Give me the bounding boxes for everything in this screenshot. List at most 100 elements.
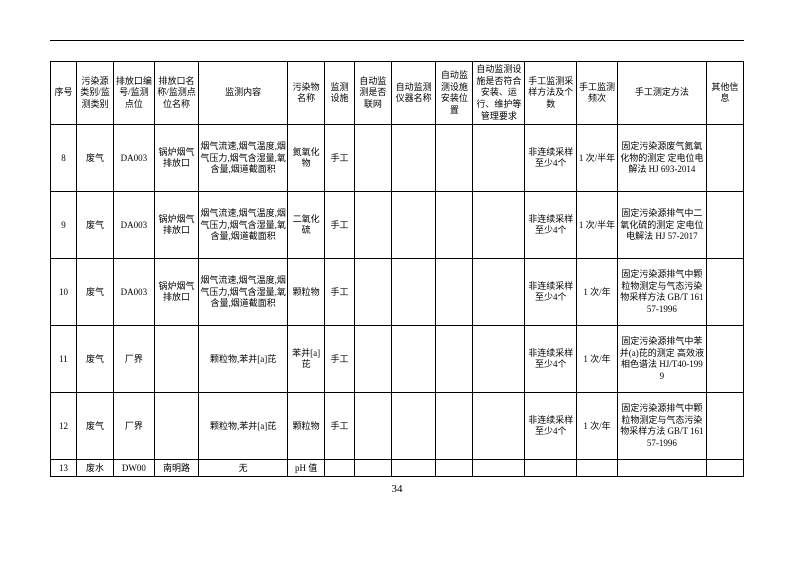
- cell: [354, 125, 391, 192]
- cell: [706, 259, 743, 326]
- cell: DA003: [113, 192, 154, 259]
- cell: [473, 460, 525, 477]
- cell: 固定污染源排气中二氧化硫的测定 定电位电解法 HJ 57-2017: [617, 192, 706, 259]
- cell: 手工: [325, 259, 355, 326]
- cell: 烟气流速,烟气温度,烟气压力,烟气含湿量,氧含量,烟道截面积: [199, 192, 288, 259]
- cell: [354, 192, 391, 259]
- cell: 颗粒物,苯并[a]芘: [199, 393, 288, 460]
- cell: 1 次/半年: [577, 192, 618, 259]
- cell: 10: [51, 259, 77, 326]
- cell: [436, 125, 473, 192]
- col-header: 自动监测仪器名称: [391, 62, 435, 125]
- table-row: 11废气厂界颗粒物,苯并[a]芘苯并[a]芘手工 非连续采样 至少4个1 次/年固…: [51, 326, 744, 393]
- cell: [391, 192, 435, 259]
- cell: 废气: [76, 326, 113, 393]
- cell: DW00: [113, 460, 154, 477]
- col-header: 污染物名称: [288, 62, 325, 125]
- col-header: 自动监测设施安装位置: [436, 62, 473, 125]
- cell: 固定污染源排气中苯并(a)芘的测定 高效液相色谱法 HJ/T40-1999: [617, 326, 706, 393]
- cell: [436, 192, 473, 259]
- cell: [706, 125, 743, 192]
- cell: 8: [51, 125, 77, 192]
- cell: [706, 326, 743, 393]
- table-row: 13废水DW00南明路无pH 值: [51, 460, 744, 477]
- cell: [436, 393, 473, 460]
- cell: 废水: [76, 460, 113, 477]
- cell: 非连续采样 至少4个: [525, 393, 577, 460]
- cell: 颗粒物,苯并[a]芘: [199, 326, 288, 393]
- cell: [391, 125, 435, 192]
- cell: 1 次/半年: [577, 125, 618, 192]
- cell: 南明路: [154, 460, 198, 477]
- cell: [706, 393, 743, 460]
- cell: 11: [51, 326, 77, 393]
- cell: [473, 192, 525, 259]
- cell: 1 次/年: [577, 259, 618, 326]
- cell: [391, 326, 435, 393]
- col-header: 手工监测频次: [577, 62, 618, 125]
- col-header: 手工监测采样方法及个数: [525, 62, 577, 125]
- cell: 苯并[a]芘: [288, 326, 325, 393]
- col-header: 监测设施: [325, 62, 355, 125]
- cell: 颗粒物: [288, 393, 325, 460]
- cell: 非连续采样 至少4个: [525, 125, 577, 192]
- cell: 1 次/年: [577, 393, 618, 460]
- col-header: 自动监测是否联网: [354, 62, 391, 125]
- cell: DA003: [113, 259, 154, 326]
- cell: 手工: [325, 326, 355, 393]
- cell: 9: [51, 192, 77, 259]
- cell: 锅炉烟气排放口: [154, 192, 198, 259]
- cell: [706, 192, 743, 259]
- cell: [354, 326, 391, 393]
- cell: 手工: [325, 125, 355, 192]
- cell: [525, 460, 577, 477]
- col-header: 污染源类别/监测类别: [76, 62, 113, 125]
- cell: 固定污染源排气中颗粒物测定与气态污染物采样方法 GB/T 16157-1996: [617, 393, 706, 460]
- cell: [473, 125, 525, 192]
- cell: [391, 259, 435, 326]
- table-row: 12废气厂界颗粒物,苯并[a]芘颗粒物手工非连续采样 至少4个1 次/年固定污染…: [51, 393, 744, 460]
- table-row: 9废气DA003锅炉烟气排放口烟气流速,烟气温度,烟气压力,烟气含湿量,氧含量,…: [51, 192, 744, 259]
- cell: 手工: [325, 192, 355, 259]
- cell: [577, 460, 618, 477]
- cell: [436, 326, 473, 393]
- cell: 13: [51, 460, 77, 477]
- cell: [354, 259, 391, 326]
- col-header: 手工测定方法: [617, 62, 706, 125]
- cell: 厂界: [113, 326, 154, 393]
- cell: 非连续采样 至少4个: [525, 326, 577, 393]
- cell: 烟气流速,烟气温度,烟气压力,烟气含湿量,氧含量,烟道截面积: [199, 259, 288, 326]
- cell: [354, 460, 391, 477]
- col-header: 序号: [51, 62, 77, 125]
- col-header: 其他信息: [706, 62, 743, 125]
- page-number: 34: [50, 483, 744, 495]
- cell: 废气: [76, 393, 113, 460]
- cell: [325, 460, 355, 477]
- cell: [154, 326, 198, 393]
- cell: 颗粒物: [288, 259, 325, 326]
- cell: 锅炉烟气排放口: [154, 125, 198, 192]
- cell: [706, 460, 743, 477]
- cell: 锅炉烟气排放口: [154, 259, 198, 326]
- cell: 固定污染源排气中颗粒物测定与气态污染物采样方法 GB/T 16157-1996: [617, 259, 706, 326]
- cell: [354, 393, 391, 460]
- cell: [436, 460, 473, 477]
- col-header: 排放口编号/监测点位: [113, 62, 154, 125]
- cell: [154, 393, 198, 460]
- cell: [617, 460, 706, 477]
- cell: [473, 393, 525, 460]
- cell: 非连续采样 至少4个: [525, 192, 577, 259]
- table-row: 10废气DA003锅炉烟气排放口烟气流速,烟气温度,烟气压力,烟气含湿量,氧含量…: [51, 259, 744, 326]
- header-row: 序号 污染源类别/监测类别 排放口编号/监测点位 排放口名称/监测点位名称 监测…: [51, 62, 744, 125]
- cell: [436, 259, 473, 326]
- cell: 废气: [76, 259, 113, 326]
- table-row: 8废气DA003锅炉烟气排放口烟气流速,烟气温度,烟气压力,烟气含湿量,氧含量,…: [51, 125, 744, 192]
- cell: 废气: [76, 125, 113, 192]
- cell: 1 次/年: [577, 326, 618, 393]
- cell: 二氧化硫: [288, 192, 325, 259]
- cell: 固定污染源废气氮氧化物的测定 定电位电解法 HJ 693-2014: [617, 125, 706, 192]
- document-page: 序号 污染源类别/监测类别 排放口编号/监测点位 排放口名称/监测点位名称 监测…: [0, 0, 794, 561]
- top-rule: [50, 40, 744, 41]
- cell: 厂界: [113, 393, 154, 460]
- cell: 无: [199, 460, 288, 477]
